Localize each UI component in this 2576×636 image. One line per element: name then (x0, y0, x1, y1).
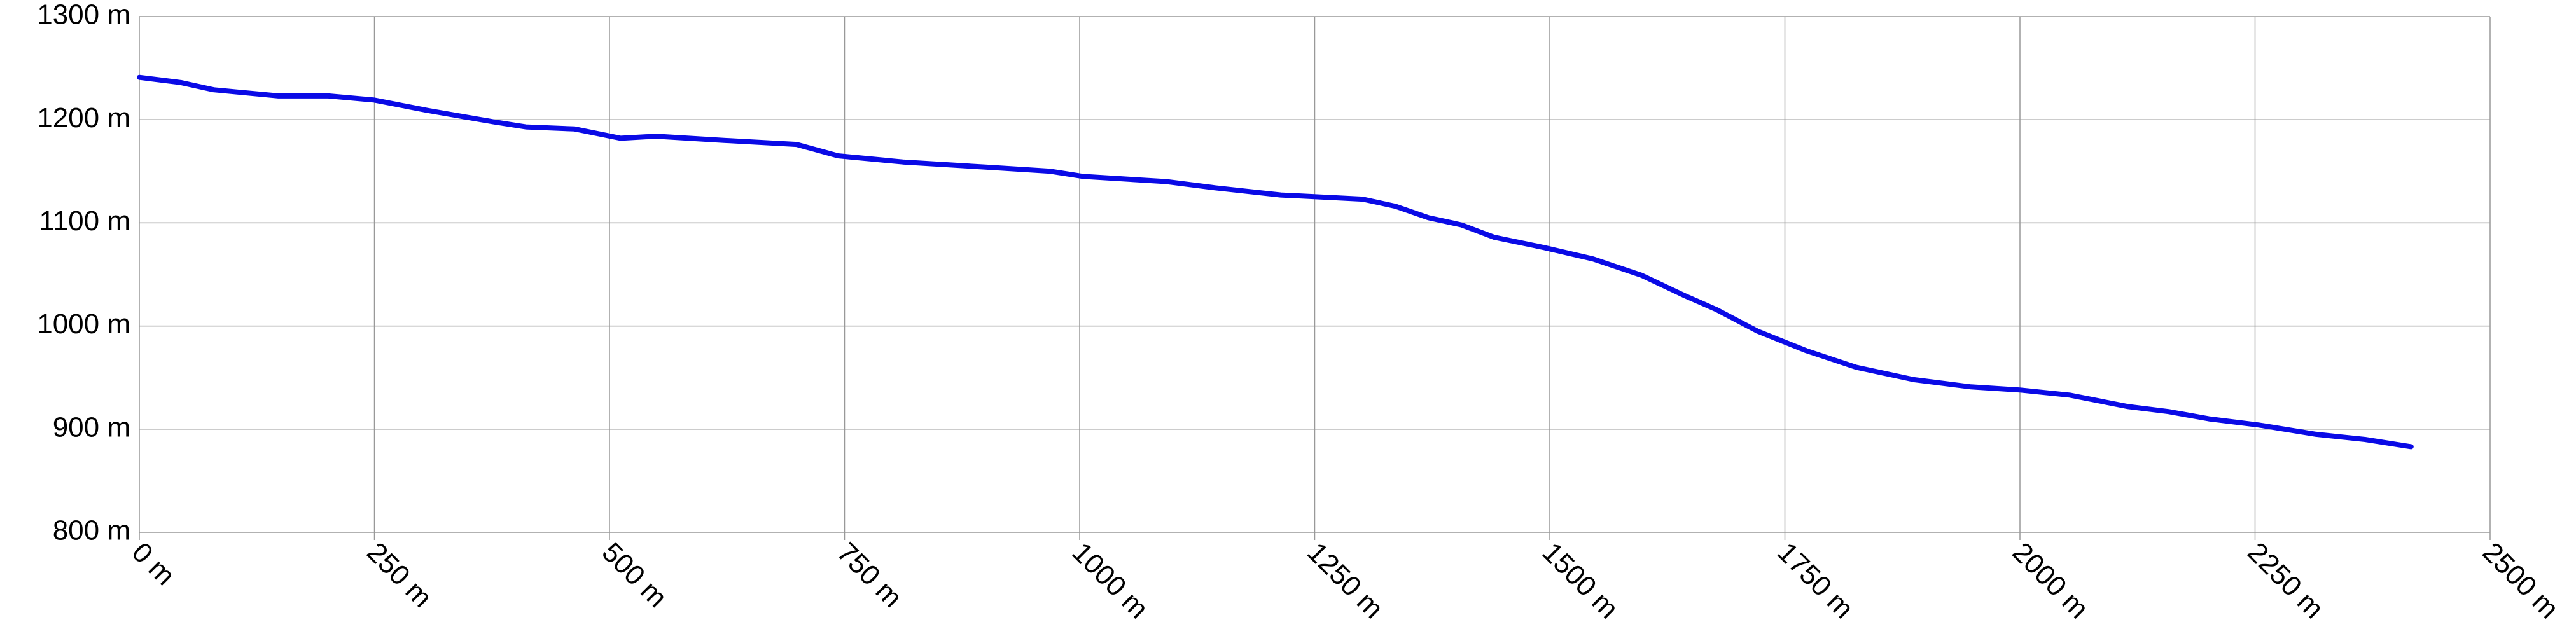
x-tick-label: 0 m (126, 537, 181, 592)
y-tick-label: 900 m (53, 411, 130, 443)
x-tick-label: 2250 m (2241, 537, 2329, 625)
x-tick-label: 1500 m (1536, 537, 1624, 625)
y-tick-label: 1300 m (37, 0, 130, 31)
x-tick-label: 500 m (596, 537, 673, 614)
x-tick-label: 2500 m (2477, 537, 2565, 625)
y-tick-label: 800 m (53, 515, 130, 546)
x-tick-label: 1000 m (1066, 537, 1154, 625)
x-tick-label: 750 m (831, 537, 908, 614)
x-tick-label: 2000 m (2007, 537, 2094, 625)
x-tick-label: 1250 m (1301, 537, 1389, 625)
y-tick-label: 1000 m (37, 308, 130, 340)
x-tick-label: 1750 m (1771, 537, 1859, 625)
y-tick-label: 1100 m (39, 205, 131, 237)
x-tick-label: 250 m (361, 537, 438, 614)
elevation-line (137, 74, 2414, 450)
y-tick-label: 1200 m (37, 102, 130, 134)
